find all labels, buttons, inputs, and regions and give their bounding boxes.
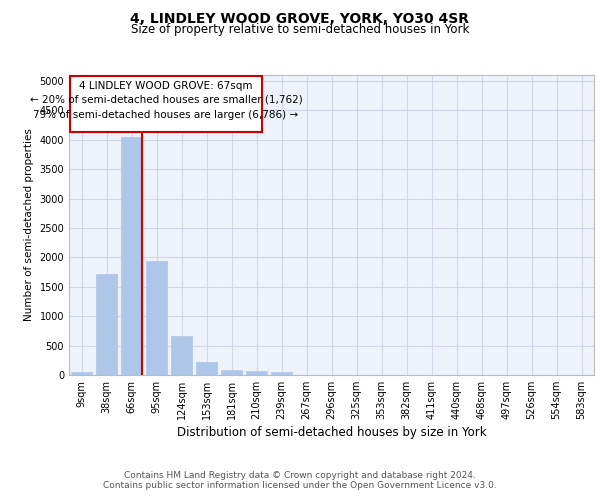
Bar [96, 274, 117, 375]
Text: Size of property relative to semi-detached houses in York: Size of property relative to semi-detach… [131, 24, 469, 36]
Bar [271, 372, 292, 375]
Text: Contains HM Land Registry data © Crown copyright and database right 2024.: Contains HM Land Registry data © Crown c… [124, 470, 476, 480]
Bar [221, 370, 242, 375]
Bar [71, 372, 92, 375]
Text: 79% of semi-detached houses are larger (6,786) →: 79% of semi-detached houses are larger (… [34, 110, 298, 120]
Text: 4, LINDLEY WOOD GROVE, YORK, YO30 4SR: 4, LINDLEY WOOD GROVE, YORK, YO30 4SR [131, 12, 470, 26]
Bar [246, 371, 267, 375]
Bar [196, 362, 217, 375]
Bar [70, 76, 262, 132]
Bar [171, 336, 192, 375]
Text: Contains public sector information licensed under the Open Government Licence v3: Contains public sector information licen… [103, 482, 497, 490]
Text: ← 20% of semi-detached houses are smaller (1,762): ← 20% of semi-detached houses are smalle… [29, 94, 302, 104]
Bar [146, 261, 167, 375]
Text: 4 LINDLEY WOOD GROVE: 67sqm: 4 LINDLEY WOOD GROVE: 67sqm [79, 80, 253, 90]
X-axis label: Distribution of semi-detached houses by size in York: Distribution of semi-detached houses by … [176, 426, 487, 439]
Y-axis label: Number of semi-detached properties: Number of semi-detached properties [24, 128, 34, 322]
Bar [121, 137, 142, 375]
